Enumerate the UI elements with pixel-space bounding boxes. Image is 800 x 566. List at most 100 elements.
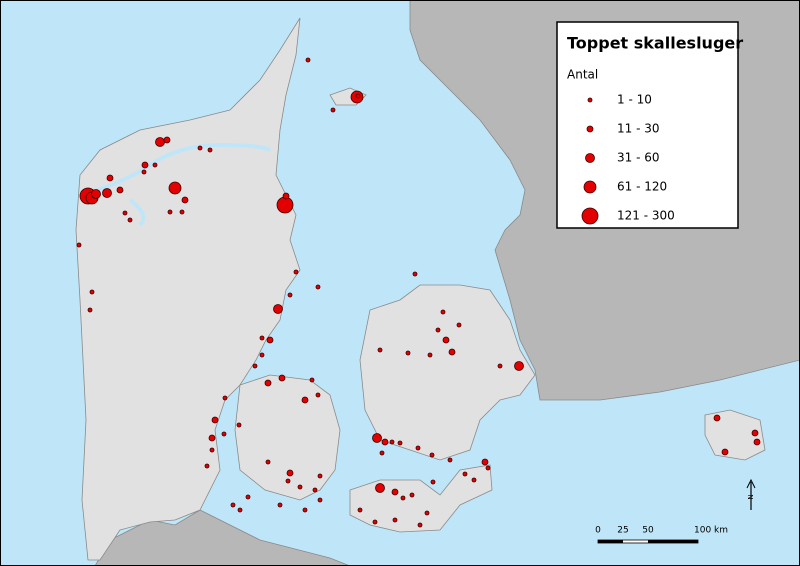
observation-dot bbox=[209, 447, 215, 453]
observation-dot bbox=[440, 309, 446, 315]
observation-dot bbox=[127, 217, 133, 223]
observation-dot bbox=[106, 174, 114, 182]
observation-dot bbox=[277, 502, 283, 508]
legend-label: 121 - 300 bbox=[617, 209, 675, 223]
observation-dot bbox=[424, 510, 430, 516]
scale-label: 25 bbox=[617, 526, 628, 536]
observation-dot bbox=[357, 507, 363, 513]
observation-dot bbox=[400, 495, 406, 501]
observation-dot bbox=[259, 352, 265, 358]
observation-dot bbox=[417, 522, 423, 528]
observation-dot bbox=[230, 502, 236, 508]
observation-dot bbox=[167, 209, 173, 215]
observation-dot bbox=[286, 469, 294, 477]
observation-dot bbox=[456, 322, 462, 328]
observation-dot bbox=[266, 336, 274, 344]
observation-dot bbox=[211, 416, 219, 424]
observation-dot bbox=[372, 519, 378, 525]
scale-bar: 0 25 50 100 km bbox=[595, 526, 728, 544]
scale-label: 50 bbox=[642, 526, 654, 536]
observation-dot bbox=[375, 483, 385, 493]
observation-dot bbox=[259, 335, 265, 341]
observation-dot bbox=[305, 57, 311, 63]
observation-dot bbox=[379, 450, 385, 456]
north-label: N bbox=[747, 494, 755, 499]
observation-dot bbox=[317, 497, 323, 503]
observation-dot bbox=[481, 458, 489, 466]
observation-dot bbox=[236, 422, 242, 428]
legend-symbol bbox=[581, 207, 599, 225]
observation-dot bbox=[315, 392, 321, 398]
observation-dot bbox=[389, 439, 395, 445]
legend-label: 61 - 120 bbox=[617, 180, 667, 194]
observation-dot bbox=[252, 363, 258, 369]
legend: 1 - 10 11 - 30 31 - 60 61 - 120 121 - 300 bbox=[581, 93, 675, 225]
observation-dot bbox=[721, 448, 729, 456]
observation-dot bbox=[377, 347, 383, 353]
observations bbox=[76, 57, 761, 528]
observation-dot bbox=[355, 93, 361, 99]
legend-symbol bbox=[585, 153, 595, 163]
observation-dot bbox=[245, 494, 251, 500]
observation-dot bbox=[301, 396, 309, 404]
observation-dot bbox=[415, 445, 421, 451]
legend-symbol bbox=[583, 180, 597, 194]
observation-dot bbox=[237, 507, 243, 513]
observation-dot bbox=[514, 361, 524, 371]
observation-dot bbox=[391, 488, 399, 496]
observation-dot bbox=[155, 137, 165, 147]
observation-dot bbox=[116, 186, 124, 194]
scale-bar-segment bbox=[648, 540, 698, 543]
observation-dot bbox=[753, 438, 761, 446]
observation-dot bbox=[208, 434, 216, 442]
observation-dot bbox=[179, 209, 185, 215]
observation-dot bbox=[181, 196, 189, 204]
observation-dot bbox=[447, 457, 453, 463]
observation-dot bbox=[397, 440, 403, 446]
observation-dot bbox=[497, 363, 503, 369]
observation-dot bbox=[276, 196, 294, 214]
observation-dot bbox=[293, 269, 299, 275]
observation-dot bbox=[207, 147, 213, 153]
observation-dot bbox=[392, 517, 398, 523]
observation-dot bbox=[442, 336, 450, 344]
funen bbox=[234, 374, 341, 501]
observation-dot bbox=[409, 492, 415, 498]
observation-dot bbox=[122, 210, 128, 216]
observation-dot bbox=[471, 477, 477, 483]
observation-dot bbox=[330, 107, 336, 113]
observation-dot bbox=[312, 487, 318, 493]
observation-dot bbox=[462, 471, 468, 477]
observation-dot bbox=[430, 479, 436, 485]
legend-label: 31 - 60 bbox=[617, 151, 660, 165]
observation-dot bbox=[302, 507, 308, 513]
observation-dot bbox=[297, 484, 303, 490]
legend-label: 1 - 10 bbox=[617, 93, 652, 107]
legend-symbol bbox=[586, 125, 594, 133]
observation-dot bbox=[285, 478, 291, 484]
scale-label: 0 bbox=[595, 526, 601, 536]
observation-dot bbox=[168, 181, 182, 195]
legend-symbol bbox=[587, 97, 593, 103]
bornholm bbox=[704, 409, 766, 461]
observation-dot bbox=[91, 189, 101, 199]
observation-dot bbox=[222, 395, 228, 401]
legend-box bbox=[556, 21, 739, 229]
observation-dot bbox=[265, 459, 271, 465]
observation-dot bbox=[751, 429, 759, 437]
observation-dot bbox=[372, 433, 382, 443]
observation-dot bbox=[448, 348, 456, 356]
observation-dot bbox=[427, 352, 433, 358]
observation-dot bbox=[287, 292, 293, 298]
observation-dot bbox=[163, 136, 171, 144]
observation-dot bbox=[435, 327, 441, 333]
limfjord bbox=[79, 142, 271, 227]
scale-label: 100 km bbox=[694, 526, 728, 536]
observation-dot bbox=[102, 188, 112, 198]
scale-bar-segment bbox=[598, 540, 623, 543]
observation-dot bbox=[264, 379, 272, 387]
observation-dot bbox=[713, 414, 721, 422]
observation-dot bbox=[282, 192, 290, 200]
lolland-falster bbox=[349, 464, 493, 533]
